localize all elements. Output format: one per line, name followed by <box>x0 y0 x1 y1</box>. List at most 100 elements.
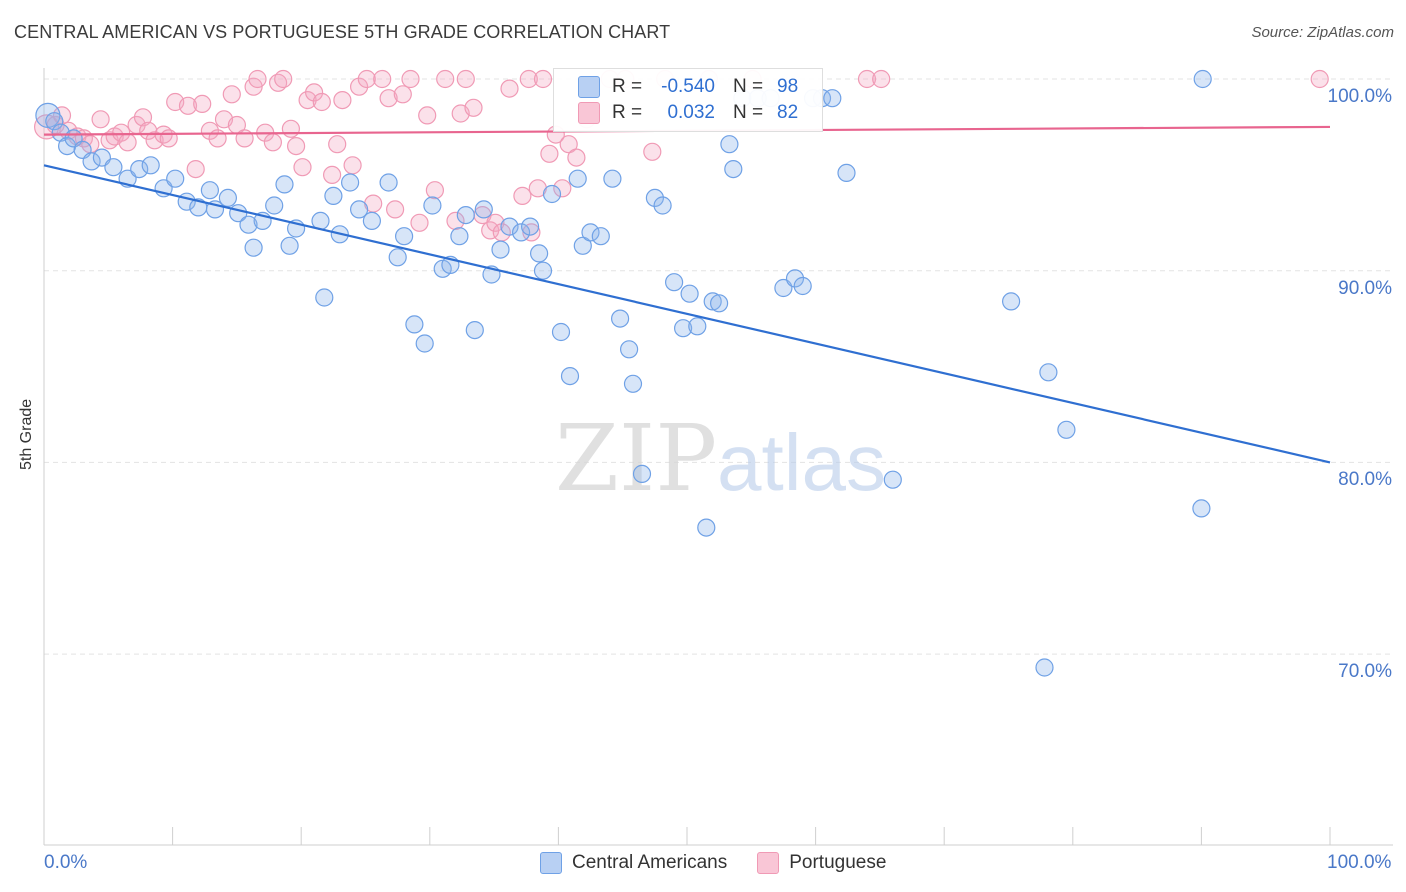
point-central-americans <box>141 156 160 175</box>
point-central-americans <box>166 169 185 188</box>
point-portuguese <box>418 106 437 125</box>
point-central-americans <box>362 211 381 230</box>
point-central-americans <box>560 367 580 386</box>
point-portuguese <box>533 69 553 89</box>
point-central-americans <box>405 315 424 334</box>
point-portuguese <box>91 110 110 129</box>
point-central-americans <box>632 464 652 483</box>
point-central-americans <box>673 319 693 338</box>
point-portuguese <box>287 137 306 156</box>
watermark-atlas: atlas <box>717 418 886 507</box>
point-central-americans <box>603 169 622 188</box>
legend-swatch-blue <box>578 76 600 98</box>
point-portuguese <box>186 160 205 179</box>
point-central-americans <box>697 518 716 537</box>
series-central-americans <box>35 69 1212 677</box>
bottom-legend-central-americans[interactable]: Central Americans <box>540 852 727 874</box>
point-central-americans <box>551 322 571 342</box>
chart-title: CENTRAL AMERICAN VS PORTUGUESE 5TH GRADE… <box>14 22 671 42</box>
point-central-americans <box>82 152 101 171</box>
y-tick-label: 90.0% <box>1338 277 1392 299</box>
point-central-americans <box>542 184 562 204</box>
point-central-americans <box>623 374 643 393</box>
watermark-zip: ZIP <box>555 405 717 512</box>
point-central-americans <box>1192 499 1211 518</box>
point-portuguese <box>540 144 559 163</box>
point-central-americans <box>324 186 343 205</box>
point-central-americans <box>315 288 334 307</box>
point-portuguese <box>410 213 429 232</box>
legend-n-label: N = <box>733 102 764 123</box>
point-central-americans <box>591 227 610 246</box>
point-central-americans <box>350 200 369 219</box>
point-portuguese <box>872 69 891 89</box>
point-portuguese <box>305 83 324 102</box>
y-tick-label: 100.0% <box>1327 86 1392 107</box>
point-portuguese <box>118 133 137 152</box>
point-central-americans <box>200 181 219 200</box>
point-portuguese <box>343 156 362 175</box>
point-central-americans <box>415 334 434 353</box>
point-central-americans <box>218 188 237 207</box>
axes <box>43 68 1393 846</box>
point-central-americans <box>793 276 812 296</box>
point-portuguese <box>500 79 519 98</box>
point-portuguese <box>159 129 178 148</box>
point-central-americans <box>709 294 729 313</box>
point-portuguese <box>386 200 405 219</box>
point-portuguese <box>1310 69 1329 89</box>
legend-r-label: R = <box>612 76 643 97</box>
point-portuguese <box>464 98 483 117</box>
point-portuguese <box>200 121 219 140</box>
legend-r-value: 0.032 <box>667 102 715 123</box>
point-portuguese <box>857 69 877 89</box>
point-central-americans <box>45 112 64 131</box>
point-portuguese <box>112 123 131 142</box>
point-portuguese <box>393 85 412 104</box>
point-central-americans <box>533 261 553 280</box>
point-central-americans <box>619 340 639 359</box>
point-portuguese <box>281 119 300 138</box>
point-central-americans <box>491 240 510 259</box>
point-portuguese <box>456 69 475 89</box>
point-central-americans <box>265 196 284 215</box>
point-portuguese <box>486 213 505 232</box>
point-central-americans <box>610 309 630 328</box>
point-central-americans <box>379 173 398 192</box>
legend-swatch-pink <box>578 102 600 124</box>
point-central-americans <box>388 248 407 267</box>
legend-n-value: 82 <box>777 102 799 123</box>
point-portuguese <box>274 69 293 89</box>
bottom-legend-swatch-blue <box>540 852 562 874</box>
point-portuguese <box>553 179 572 198</box>
point-central-americans <box>280 236 299 255</box>
point-portuguese <box>323 165 342 184</box>
bottom-legend-portuguese[interactable]: Portuguese <box>757 852 886 874</box>
y-tick-label: 80.0% <box>1338 469 1392 491</box>
point-central-americans <box>720 135 739 154</box>
bottom-legend-swatch-pink <box>757 852 780 874</box>
point-central-americans <box>423 196 442 215</box>
point-portuguese <box>145 131 164 150</box>
source-label: Source: ZipAtlas.com <box>1251 24 1394 41</box>
point-portuguese <box>425 181 444 200</box>
point-portuguese <box>567 148 586 167</box>
y-tick-label: 70.0% <box>1338 661 1392 683</box>
point-portuguese <box>446 211 465 230</box>
point-portuguese <box>373 69 392 89</box>
point-central-americans <box>664 273 684 292</box>
point-portuguese <box>333 90 352 110</box>
point-central-americans <box>104 158 123 177</box>
point-central-americans <box>500 217 519 236</box>
point-central-americans <box>688 317 707 336</box>
point-portuguese <box>357 69 376 89</box>
bottom-legend-label: Central Americans <box>572 852 728 873</box>
point-central-americans <box>275 175 294 194</box>
point-portuguese <box>519 69 538 89</box>
point-central-americans <box>680 284 699 303</box>
point-portuguese <box>436 69 455 89</box>
point-portuguese <box>312 92 331 112</box>
trend-line-central-americans <box>43 164 1331 464</box>
legend-r-label: R = <box>612 102 643 123</box>
